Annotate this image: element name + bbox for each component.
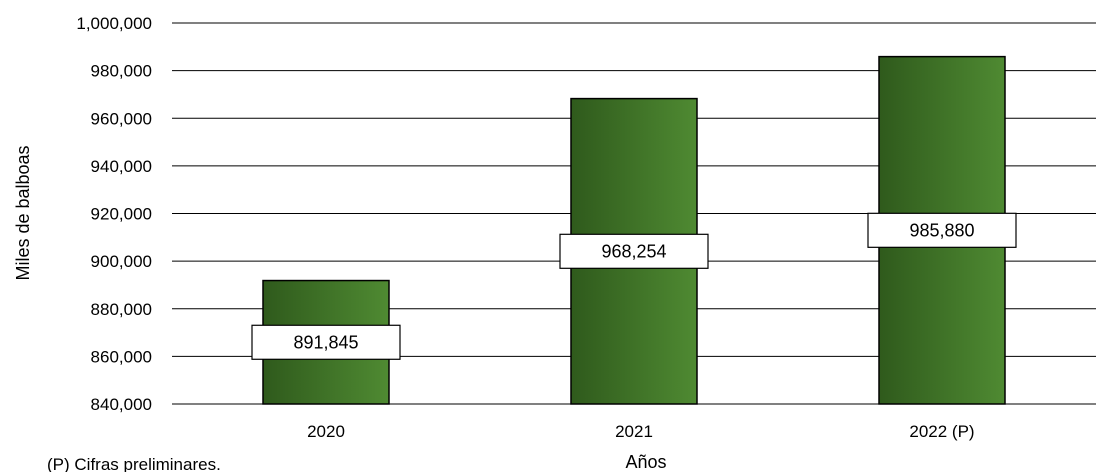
y-tick-label: 940,000	[91, 157, 152, 176]
y-axis-title: Miles de balboas	[13, 145, 33, 280]
data-label: 968,254	[601, 241, 666, 261]
data-label-box	[559, 233, 709, 269]
data-label-box	[251, 324, 401, 360]
x-tick-label: 2021	[615, 422, 653, 441]
data-label-box	[867, 212, 1017, 248]
x-tick-label: 2022 (P)	[909, 422, 974, 441]
y-tick-label: 880,000	[91, 300, 152, 319]
y-tick-label: 980,000	[91, 62, 152, 81]
y-tick-label: 840,000	[91, 395, 152, 414]
data-labels: 891,845 968,254 985,880	[251, 212, 1017, 360]
x-axis-title: Años	[625, 452, 666, 472]
data-label: 891,845	[293, 332, 358, 352]
x-tick-label: 2020	[307, 422, 345, 441]
footnote: (P) Cifras preliminares.	[47, 455, 221, 472]
x-axis-tick-labels: 2020 2021 2022 (P)	[307, 422, 975, 441]
data-label: 985,880	[909, 220, 974, 240]
y-tick-label: 920,000	[91, 205, 152, 224]
y-tick-label: 860,000	[91, 347, 152, 366]
y-tick-label: 1,000,000	[76, 14, 152, 33]
y-axis-tick-labels: 840,000 860,000 880,000 900,000 920,000 940,0…	[76, 14, 152, 414]
y-tick-label: 960,000	[91, 109, 152, 128]
y-tick-label: 900,000	[91, 252, 152, 271]
